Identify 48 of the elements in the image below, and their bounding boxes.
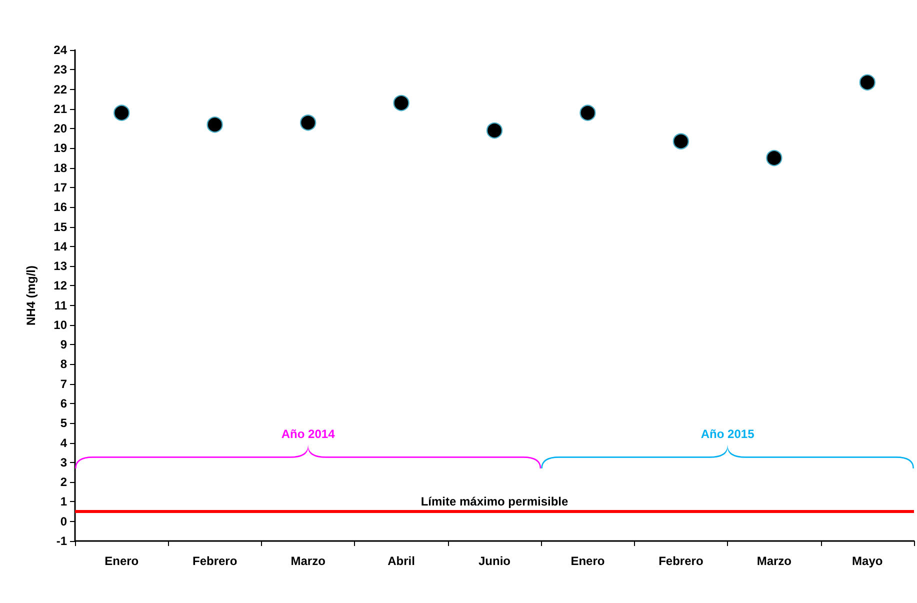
- y-tick-label: 8: [60, 357, 68, 372]
- y-tick-label: 15: [54, 220, 68, 234]
- x-tick-label: Febrero: [658, 554, 704, 568]
- y-tick-label: 4: [60, 436, 68, 450]
- ref-line-label: Límite máximo permisible: [420, 494, 569, 509]
- y-tick-label: 10: [54, 318, 68, 332]
- point: [486, 122, 503, 139]
- y-tick-label: 9: [60, 338, 68, 352]
- x-tick-label: Junio: [478, 554, 510, 568]
- y-tick-label: 1: [60, 494, 68, 509]
- y-axis-title: NH4 (mg/l): [24, 265, 38, 326]
- point: [580, 104, 596, 121]
- y-tick-label: 11: [54, 298, 68, 312]
- y-tick-label: 14: [54, 239, 68, 254]
- y-tick-label: 7: [60, 376, 68, 391]
- annotation: Año 2015: [700, 426, 755, 441]
- y-tick-label: 12: [54, 278, 68, 293]
- y-tick-label: 13: [54, 259, 68, 274]
- x-tick-label: Abril: [388, 554, 415, 568]
- x-tick-label: Enero: [570, 554, 605, 568]
- x-tick-label: Marzo: [290, 554, 326, 568]
- y-tick-label: 17: [54, 180, 68, 194]
- point: [859, 74, 876, 90]
- x-tick-label: Enero: [104, 554, 139, 568]
- y-tick-label: 18: [54, 160, 68, 175]
- y-tick-label: 3: [60, 455, 68, 470]
- y-tick-label: 0: [60, 514, 68, 528]
- y-tick-label: 23: [54, 62, 68, 77]
- point: [206, 116, 223, 133]
- y-tick-label: 6: [60, 396, 68, 411]
- y-tick-label: 5: [60, 416, 68, 430]
- point: [393, 94, 410, 112]
- x-tick-label: Mayo: [852, 554, 883, 568]
- y-tick-label: -1: [56, 534, 68, 548]
- point: [766, 150, 782, 166]
- y-tick-label: 16: [54, 200, 68, 214]
- point: [300, 114, 316, 131]
- x-tick-label: Febrero: [192, 554, 238, 568]
- y-tick-label: 2: [60, 475, 68, 490]
- y-tick-label: 24: [54, 43, 68, 57]
- y-tick-label: 22: [54, 82, 68, 96]
- y-tick-label: 19: [54, 141, 68, 156]
- y-tick-label: 21: [54, 102, 68, 116]
- point: [672, 133, 690, 150]
- y-tick-label: 20: [54, 122, 68, 136]
- annotation: Año 2014: [281, 426, 336, 441]
- x-tick-label: Marzo: [756, 554, 792, 568]
- point: [114, 104, 130, 121]
